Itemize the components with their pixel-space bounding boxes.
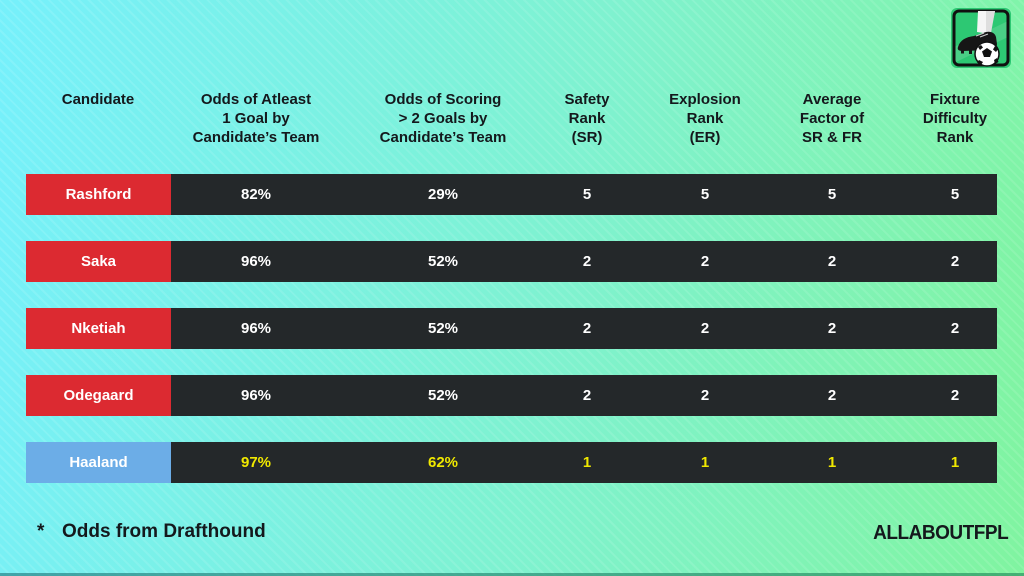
cell-odds-2-goals: 62%: [427, 454, 459, 471]
candidate-label: Odegaard: [26, 375, 171, 416]
column-header-candidate: Candidate: [61, 91, 135, 108]
cell-fixture-difficulty: 5: [950, 186, 960, 203]
row-values-bar: [171, 308, 997, 349]
table-row-saka: Saka 96% 52% 2 2 2 2: [26, 241, 997, 282]
footnote-text: Odds from Drafthound: [62, 521, 266, 542]
cell-fixture-difficulty: 2: [950, 387, 960, 404]
cell-explosion-rank: 2: [700, 320, 710, 337]
cell-fixture-difficulty: 2: [950, 320, 960, 337]
cell-safety-rank: 1: [582, 454, 592, 471]
column-header-explosion-rank: Explosion Rank (ER): [669, 91, 741, 146]
cell-odds-2-goals: 29%: [427, 186, 459, 203]
football-boot-kicking-ball-icon: [950, 7, 1012, 69]
cell-average-factor: 2: [827, 253, 837, 270]
cell-fixture-difficulty: 2: [950, 253, 960, 270]
cell-odds-2-goals: 52%: [427, 387, 459, 404]
cell-explosion-rank: 2: [700, 253, 710, 270]
column-header-average-factor: Average Factor of SR & FR: [799, 91, 865, 146]
cell-average-factor: 1: [827, 454, 837, 471]
cell-average-factor: 2: [827, 387, 837, 404]
column-header-odds-2-goals: Odds of Scoring > 2 Goals by Candidate’s…: [379, 91, 507, 146]
cell-explosion-rank: 2: [700, 387, 710, 404]
cell-average-factor: 5: [827, 186, 837, 203]
table-row-rashford: Rashford 82% 29% 5 5 5 5: [26, 174, 997, 215]
candidate-label: Haaland: [26, 442, 171, 483]
row-values-bar: [171, 174, 997, 215]
cell-safety-rank: 2: [582, 320, 592, 337]
cell-safety-rank: 2: [582, 387, 592, 404]
row-values-bar: [171, 241, 997, 282]
table-row-odegaard: Odegaard 96% 52% 2 2 2 2: [26, 375, 997, 416]
table-row-nketiah: Nketiah 96% 52% 2 2 2 2: [26, 308, 997, 349]
row-values-bar: [171, 375, 997, 416]
table-row-haaland: Haaland 97% 62% 1 1 1 1: [26, 442, 997, 483]
candidate-label: Nketiah: [26, 308, 171, 349]
footnote-asterisk: *: [37, 521, 45, 542]
cell-explosion-rank: 5: [700, 186, 710, 203]
bottom-edge-strip: [0, 573, 1024, 576]
cell-odds-2-goals: 52%: [427, 253, 459, 270]
column-header-safety-rank: Safety Rank (SR): [564, 91, 610, 146]
column-header-odds-1-goal: Odds of Atleast 1 Goal by Candidate’s Te…: [192, 91, 320, 146]
cell-odds-2-goals: 52%: [427, 320, 459, 337]
cell-average-factor: 2: [827, 320, 837, 337]
row-values-bar: [171, 442, 997, 483]
cell-safety-rank: 2: [582, 253, 592, 270]
cell-odds-1-goal: 97%: [240, 454, 272, 471]
column-header-fixture-difficulty: Fixture Difficulty Rank: [922, 91, 988, 146]
brand-wordmark: ALLABOUTFPL: [872, 522, 1009, 544]
cell-odds-1-goal: 82%: [240, 186, 272, 203]
cell-explosion-rank: 1: [700, 454, 710, 471]
cell-odds-1-goal: 96%: [240, 253, 272, 270]
cell-safety-rank: 5: [582, 186, 592, 203]
cell-odds-1-goal: 96%: [240, 387, 272, 404]
cell-odds-1-goal: 96%: [240, 320, 272, 337]
candidate-label: Saka: [26, 241, 171, 282]
candidate-label: Rashford: [26, 174, 171, 215]
cell-fixture-difficulty: 1: [950, 454, 960, 471]
